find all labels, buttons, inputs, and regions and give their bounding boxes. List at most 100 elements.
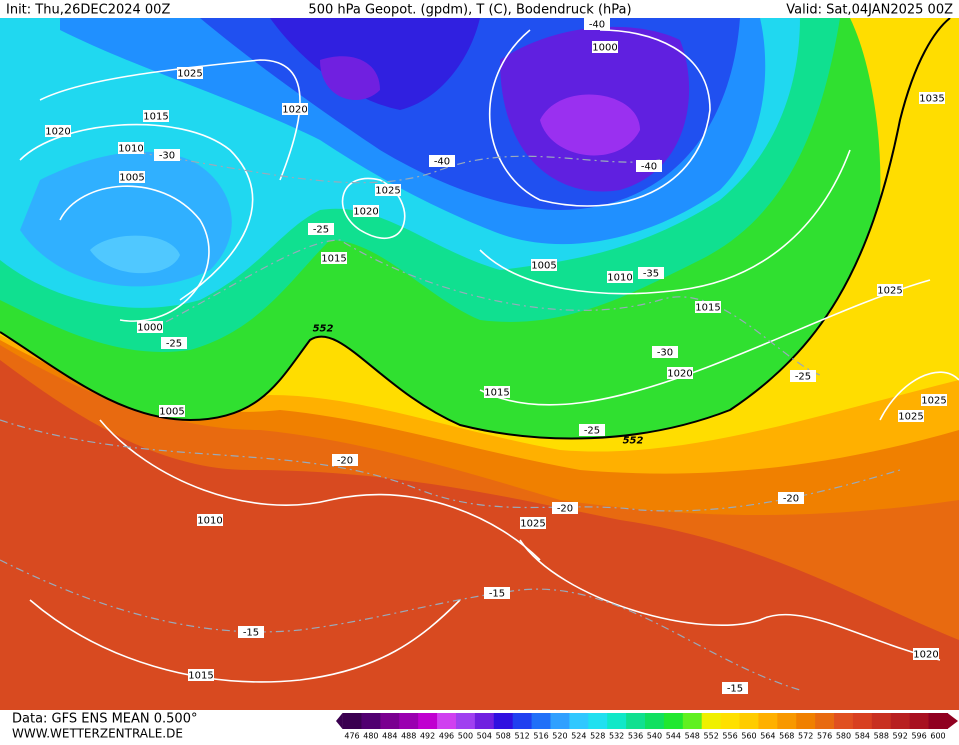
colorbar-swatch	[909, 713, 930, 729]
temperature-label-bg	[552, 502, 578, 514]
colorbar: 476 480 484 488 492 496 500 504 508 512 516 520 524 5…	[336, 713, 958, 741]
contour-lines	[0, 17, 959, 691]
pressure-label-bg	[188, 669, 214, 681]
pressure-label: 1005	[531, 261, 556, 272]
temperature-label: -20	[337, 456, 353, 467]
temperature-label: -30	[657, 348, 673, 359]
geopotential-label: 552	[623, 436, 644, 447]
colorbar-swatch	[418, 713, 438, 729]
colorbar-swatch	[890, 713, 911, 729]
colorbar-label: 560	[741, 732, 756, 741]
colorbar-swatch	[739, 713, 759, 729]
pressure-label-bg	[353, 205, 379, 217]
pressure-label: 1025	[921, 396, 946, 407]
temperature-label: -15	[489, 589, 505, 600]
colorbar-swatch	[626, 713, 646, 729]
colorbar-swatch	[399, 713, 419, 729]
temperature-label-bg	[638, 267, 664, 279]
temperature-label-bg	[652, 346, 678, 358]
colorbar-label: 520	[552, 732, 567, 741]
pressure-label-bg	[321, 252, 347, 264]
colorbar-swatch	[342, 713, 362, 729]
pressure-label: 1015	[695, 303, 720, 314]
pressure-label: 1020	[45, 127, 70, 138]
pressure-label-bg	[484, 386, 510, 398]
temperature-label-bg	[332, 454, 358, 466]
pressure-label-bg	[177, 67, 203, 79]
colorbar-label: 532	[609, 732, 624, 741]
colorbar-swatch	[588, 713, 608, 729]
pressure-label-bg	[118, 142, 144, 154]
temperature-label: -20	[783, 494, 799, 505]
colorbar-swatch	[531, 713, 551, 729]
colorbar-swatch	[361, 713, 381, 729]
temperature-label-bg	[579, 424, 605, 436]
temperature-label-bg	[778, 492, 804, 504]
pressure-label: 1010	[607, 273, 632, 284]
pressure-label: 1025	[877, 286, 902, 297]
pressure-label-bg	[919, 92, 945, 104]
colorbar-label: 580	[836, 732, 851, 741]
temperature-label: -25	[584, 426, 600, 437]
temperature-label-bg	[429, 155, 455, 167]
data-source: Data: GFS ENS MEAN 0.500°	[12, 712, 197, 727]
init-time: Init: Thu,26DEC2024 00Z	[6, 3, 170, 18]
pressure-label: 1025	[898, 412, 923, 423]
pressure-label-bg	[921, 394, 947, 406]
pressure-label: 1025	[177, 69, 202, 80]
pressure-label-bg	[45, 125, 71, 137]
colorbar-label: 492	[420, 732, 435, 741]
colorbar-label: 500	[458, 732, 473, 741]
temperature-label-bg	[790, 370, 816, 382]
pressure-label-bg	[913, 648, 939, 660]
colorbar-swatch	[777, 713, 797, 729]
colorbar-arrow-left	[336, 713, 343, 729]
colorbar-label: 536	[628, 732, 643, 741]
colorbar-swatch	[871, 713, 892, 729]
colorbar-arrow-right	[947, 713, 958, 729]
pressure-label-bg	[607, 271, 633, 283]
pressure-label-bg	[877, 284, 903, 296]
colorbar-swatch	[663, 713, 684, 729]
pressure-label: 1005	[119, 173, 144, 184]
temperature-label: -40	[589, 20, 605, 31]
colorbar-swatch	[815, 713, 835, 729]
pressure-label: 1035	[919, 94, 944, 105]
pressure-label: 1010	[197, 516, 222, 527]
colorbar-swatch	[493, 713, 514, 729]
pressure-label: 1020	[913, 650, 938, 661]
colorbar-swatch	[607, 713, 627, 729]
website: WWW.WETTERZENTRALE.DE	[12, 727, 183, 741]
colorbar-label: 556	[722, 732, 737, 741]
pressure-label: 1015	[143, 112, 168, 123]
pressure-label-bg	[159, 405, 185, 417]
pressure-label: 1020	[353, 207, 378, 218]
pressure-label-bg	[898, 410, 924, 422]
temperature-label-bg	[154, 149, 180, 161]
pressure-label-bg	[143, 110, 169, 122]
temperature-label: -25	[166, 339, 182, 350]
colorbar-label: 552	[704, 732, 719, 741]
pressure-label-bg	[592, 41, 618, 53]
colorbar-label: 592	[893, 732, 908, 741]
colorbar-label: 504	[477, 732, 492, 741]
temperature-label: -40	[434, 157, 450, 168]
colorbar-swatch	[569, 713, 589, 729]
colorbar-label: 596	[911, 732, 926, 741]
pressure-label-bg	[197, 514, 223, 526]
temperature-label: -40	[641, 162, 657, 173]
pressure-label: 1015	[321, 254, 346, 265]
colorbar-label: 508	[496, 732, 511, 741]
temperature-label-bg	[238, 626, 264, 638]
pressure-label: 1025	[520, 519, 545, 530]
colorbar-label: 564	[760, 732, 775, 741]
colorbar-label: 568	[779, 732, 794, 741]
colorbar-label: 572	[798, 732, 813, 741]
colorbar-label: 528	[590, 732, 605, 741]
pressure-label: 1015	[484, 388, 509, 399]
temperature-label: -25	[313, 225, 329, 236]
colorbar-swatch	[720, 713, 741, 729]
colorbar-label: 548	[685, 732, 700, 741]
pressure-label: 1000	[592, 43, 617, 54]
